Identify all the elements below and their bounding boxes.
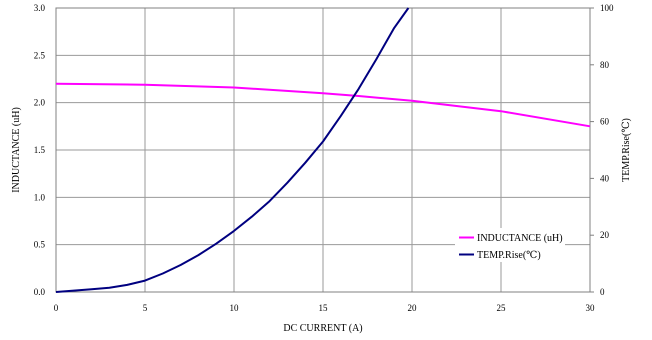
y-left-tick-label: 1.0: [34, 192, 46, 202]
y-axis-right: 0 20 40 60 80 100: [590, 3, 614, 297]
series-line-inductance: [55, 82, 591, 128]
legend: INDUCTANCE (uH) TEMP.Rise(℃): [455, 228, 565, 262]
x-tick-label: 10: [230, 303, 240, 313]
y-right-tick-label: 40: [600, 173, 610, 183]
y-left-tick-label: 3.0: [34, 3, 46, 13]
y-left-tick-label: 0.5: [34, 240, 46, 250]
legend-label-inductance: INDUCTANCE (uH): [477, 233, 563, 244]
x-tick-label: 25: [497, 303, 507, 313]
y-right-tick-label: 80: [600, 60, 610, 70]
x-axis-label: DC CURRENT (A): [283, 323, 362, 334]
x-tick-label: 15: [319, 303, 329, 313]
y-left-tick-label: 2.0: [34, 98, 46, 108]
series-lines: [55, 7, 591, 293]
plot-frame: [55, 7, 591, 293]
grid: [56, 8, 590, 292]
y-right-tick-label: 60: [600, 117, 610, 127]
legend-box: [455, 228, 565, 262]
y-right-tick-label: 20: [600, 230, 610, 240]
x-tick-label: 5: [143, 303, 148, 313]
y-right-tick-label: 100: [600, 3, 614, 13]
y-axis-right-label: TEMP.Rise(℃): [621, 118, 632, 182]
x-axis: 0 5 10 15 20 25 30: [54, 303, 595, 313]
x-tick-label: 20: [408, 303, 418, 313]
y-right-tick-label: 0: [600, 287, 605, 297]
series-line-temp: [55, 7, 410, 293]
y-left-tick-label: 1.5: [34, 145, 46, 155]
x-tick-label: 30: [586, 303, 596, 313]
y-axis-left-label: INDUCTANCE (uH): [11, 107, 22, 193]
x-tick-label: 0: [54, 303, 59, 313]
y-left-tick-label: 0.0: [34, 287, 46, 297]
legend-label-temp: TEMP.Rise(℃): [477, 250, 541, 261]
y-axis-left: 0.0 0.5 1.0 1.5 2.0 2.5 3.0: [34, 3, 46, 297]
y-left-tick-label: 2.5: [34, 50, 46, 60]
